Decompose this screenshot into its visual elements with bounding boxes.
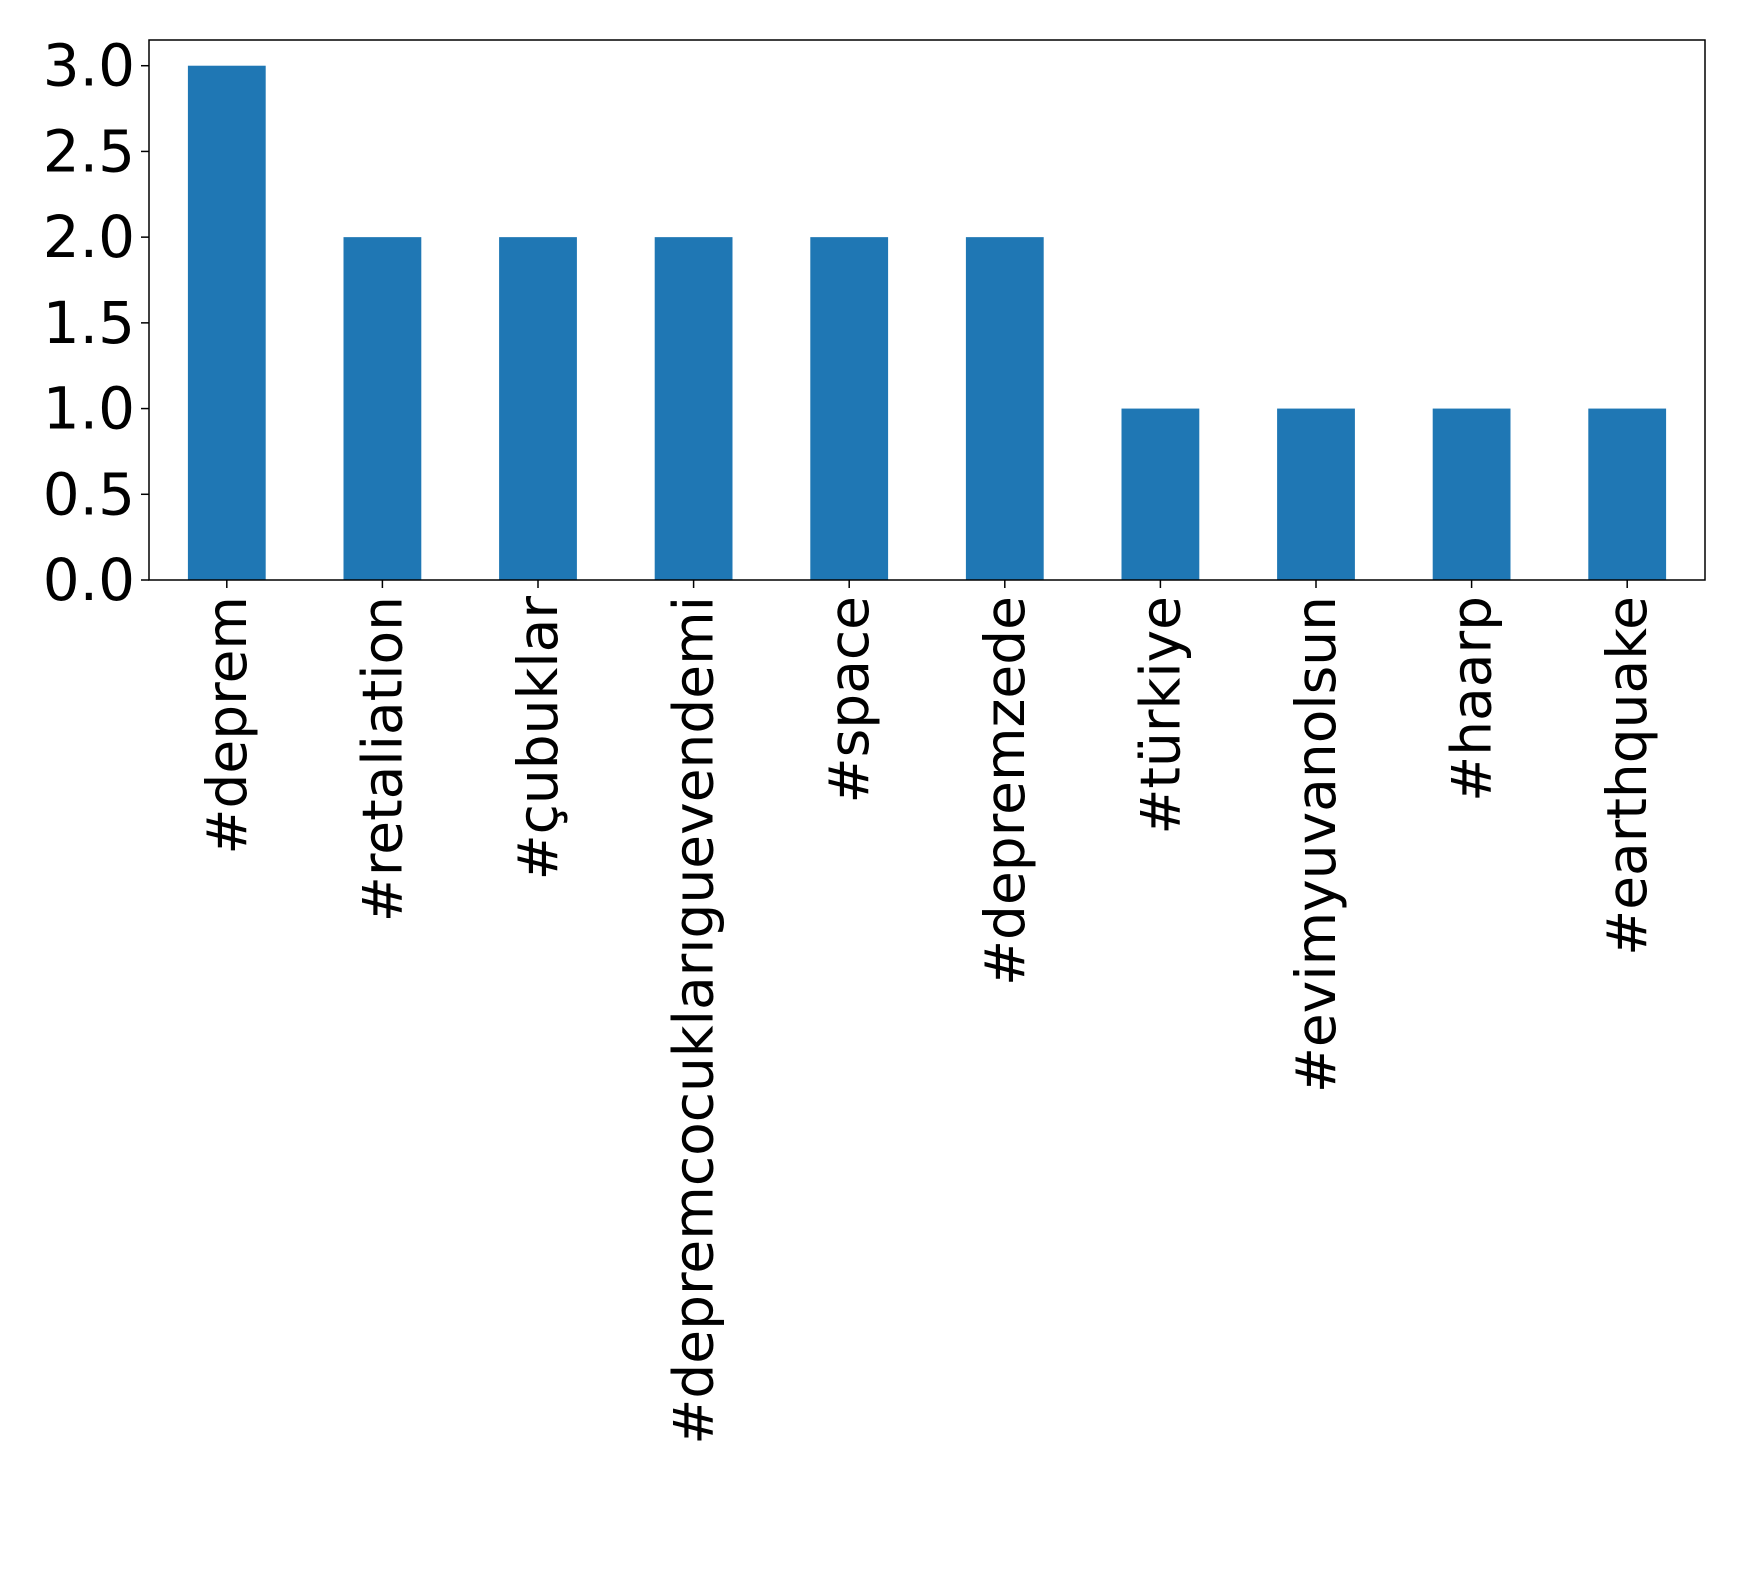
bar-#earthquake — [1588, 408, 1667, 580]
bar-#çubuklar — [499, 237, 577, 580]
bar-#retaliation — [343, 237, 422, 580]
x-tick-label: #space — [817, 596, 881, 803]
y-tick-label: 1.5 — [43, 289, 135, 357]
bar-#türkiye — [1121, 408, 1200, 580]
y-tick-label: 0.0 — [43, 546, 135, 614]
bar-#evimyuvanolsun — [1277, 408, 1355, 580]
y-tick-label: 2.5 — [43, 117, 135, 185]
bars-layer — [187, 65, 1667, 580]
bar-#depremcocuklarıguevendemi — [654, 237, 733, 580]
bar-#depremzede — [965, 237, 1044, 580]
x-tick-label: #deprem — [195, 596, 259, 855]
x-tick-label: #evimyuvanolsun — [1284, 596, 1348, 1093]
x-tick-label: #türkiye — [1128, 596, 1192, 835]
x-axis: #deprem #retaliation #çubuklar #depremcocuk… — [195, 580, 1659, 1445]
bar-#deprem — [187, 65, 266, 580]
plot-frame — [148, 39, 1706, 581]
x-tick-label: #haarp — [1440, 596, 1504, 802]
y-tick-label: 3.0 — [43, 32, 135, 100]
y-tick-label: 2.0 — [43, 203, 135, 271]
y-tick-label: 0.5 — [43, 460, 135, 528]
y-axis: 0.0 0.5 1.0 1.5 2.0 2.5 3.0 — [43, 32, 149, 614]
y-tick-label: 1.0 — [43, 375, 135, 443]
x-tick-label: #depremcocuklarıguevendemi — [662, 596, 726, 1445]
bar-#haarp — [1432, 408, 1511, 580]
x-tick-label: #earthquake — [1595, 596, 1659, 956]
x-tick-label: #çubuklar — [506, 596, 570, 881]
bar-#space — [810, 237, 889, 580]
x-tick-label: #retaliation — [350, 596, 414, 922]
x-tick-label: #depremzede — [973, 596, 1037, 986]
